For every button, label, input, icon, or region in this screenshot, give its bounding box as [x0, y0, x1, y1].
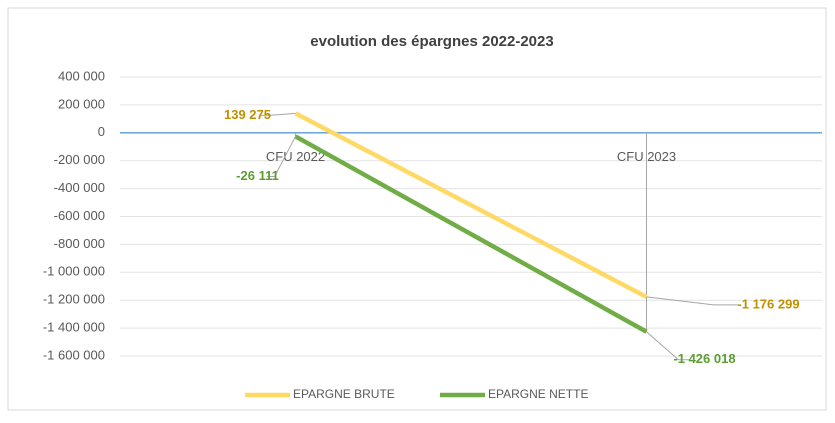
y-tick-label: 200 000	[58, 96, 105, 111]
y-tick-label: -1 200 000	[43, 292, 105, 307]
series-line	[294, 134, 648, 334]
x-tick-label: CFU 2023	[617, 149, 676, 164]
chart-frame	[7, 7, 827, 411]
y-tick-label: -800 000	[54, 236, 105, 251]
legend-label: EPARGNE BRUTE	[293, 387, 395, 401]
data-label: -1 426 018	[673, 351, 735, 366]
y-tick-label: 400 000	[58, 68, 105, 83]
data-label: -1 176 299	[737, 296, 799, 311]
series-line	[294, 111, 648, 299]
y-tick-label: -1 600 000	[43, 347, 105, 362]
chart-title: evolution des épargnes 2022-2023	[310, 33, 553, 50]
x-tick-label: CFU 2022	[266, 149, 325, 164]
leader-line	[646, 331, 690, 361]
y-tick-label: -400 000	[54, 180, 105, 195]
leader-line	[259, 112, 296, 116]
y-tick-label: 0	[98, 124, 105, 139]
legend-label: EPARGNE NETTE	[488, 387, 588, 401]
data-label: 139 275	[224, 107, 271, 122]
y-tick-label: -1 000 000	[43, 264, 105, 279]
leader-line	[646, 296, 738, 306]
y-tick-label: -1 400 000	[43, 320, 105, 335]
y-tick-label: -200 000	[54, 152, 105, 167]
data-label: -26 111	[236, 168, 279, 183]
y-tick-label: -600 000	[54, 208, 105, 223]
leader-line	[267, 136, 296, 177]
